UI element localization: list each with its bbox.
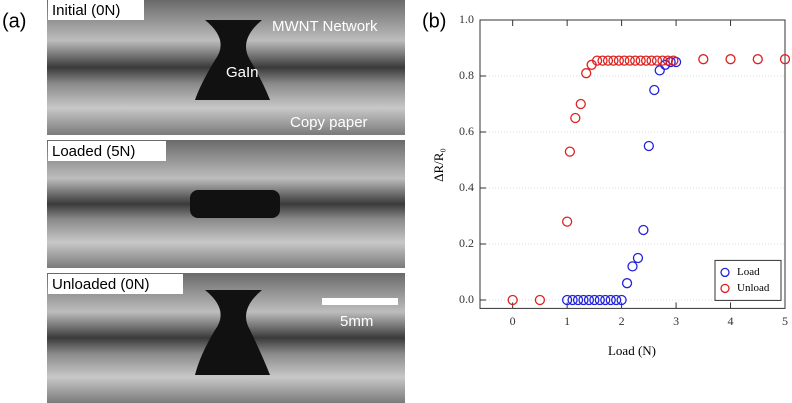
x-tick-label: 0 [510, 314, 516, 328]
data-point [575, 98, 586, 110]
photo-label: GaIn [226, 64, 259, 81]
data-point [581, 68, 592, 79]
scale-bar [322, 298, 398, 305]
label-bg [48, 274, 183, 294]
data-point [611, 294, 622, 306]
chart: (b) Load (N) ΔR/R₀ 0.0 0.2 0.4 0.6 0.8 1.0 0 1 2… [422, 10, 791, 358]
data-point [616, 294, 627, 306]
data-point [651, 55, 663, 66]
panel-label: (a) [2, 10, 26, 32]
data-point [698, 54, 709, 65]
data-point [507, 294, 518, 306]
data-point [632, 252, 644, 264]
data-point [662, 55, 674, 66]
data-point [591, 55, 603, 66]
data-point [752, 54, 763, 65]
data-point [564, 146, 576, 157]
data-point [578, 294, 589, 306]
plot-frame [479, 19, 786, 309]
data-point [624, 55, 635, 66]
x-tick-label: 1 [564, 314, 570, 328]
legend-marker [720, 267, 730, 278]
data-point [600, 294, 611, 306]
data-point [627, 261, 638, 272]
x-tick-label: 3 [673, 314, 679, 328]
data-point [657, 55, 668, 66]
photo-label: Copy paper [290, 114, 368, 131]
data-point [572, 294, 584, 306]
photo-label: Unloaded (0N) [52, 276, 150, 293]
photo-panel: (a) Initial (0N) MWNT Network GaIn Copy … [2, 0, 405, 403]
panel-label: (b) [422, 10, 446, 32]
data-point [635, 55, 646, 66]
data-point [638, 224, 649, 236]
data-point [570, 112, 581, 124]
data-point [567, 294, 578, 306]
droplet [190, 190, 280, 218]
data-point [589, 294, 600, 306]
data-point [725, 54, 736, 65]
legend-label: Unload [737, 282, 770, 294]
data-point [668, 55, 679, 66]
data-point [640, 55, 652, 66]
data-point [605, 294, 616, 306]
data-point [646, 55, 657, 66]
y-tick-label: 1.0 [459, 12, 474, 26]
y-tick-label: 0.8 [459, 68, 474, 82]
data-point [649, 84, 660, 96]
photo-label: MWNT Network [272, 18, 378, 35]
y-tick-label: 0.4 [459, 180, 474, 194]
data-point [594, 294, 605, 306]
x-axis-label: Load (N) [608, 343, 656, 358]
data-point [561, 216, 573, 227]
data-point [619, 55, 630, 66]
photo-label: 5mm [340, 313, 373, 330]
legend-label: Load [737, 266, 760, 278]
x-tick-label: 2 [619, 314, 625, 328]
x-tick-label: 4 [728, 314, 734, 328]
data-point [630, 55, 641, 66]
droplet [195, 20, 270, 100]
photo-label: Initial (0N) [52, 2, 120, 19]
legend-box [714, 259, 782, 301]
data-point [654, 65, 665, 76]
legend-marker [720, 283, 730, 294]
y-tick-label: 0.2 [459, 236, 474, 250]
droplet [195, 290, 270, 375]
x-tick-label: 5 [782, 314, 788, 328]
y-axis-label: ΔR/R₀ [431, 148, 446, 182]
data-point [583, 294, 595, 306]
y-tick-label: 0.6 [459, 124, 474, 138]
data-point [613, 55, 625, 66]
label-bg [48, 141, 166, 161]
data-point [779, 54, 791, 65]
data-point [561, 294, 573, 306]
data-point [643, 140, 654, 152]
photo-label: Loaded (5N) [52, 143, 135, 160]
data-point [621, 278, 633, 289]
data-point [597, 55, 608, 66]
label-bg [48, 0, 144, 20]
data-point [534, 294, 546, 306]
data-point [602, 55, 614, 66]
y-tick-label: 0.0 [459, 292, 474, 306]
data-point [608, 55, 619, 66]
